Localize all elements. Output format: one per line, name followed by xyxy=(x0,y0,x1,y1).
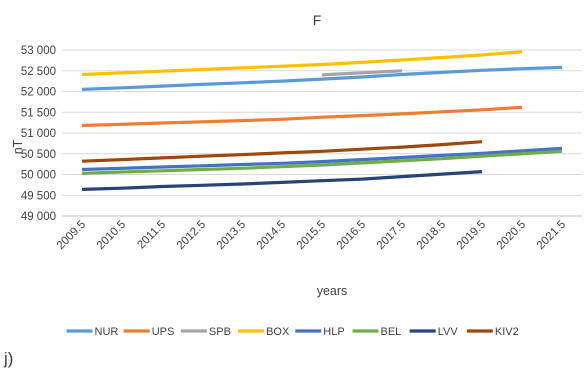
x-tick-label: 2010.5 xyxy=(95,219,128,252)
series-line-lvv xyxy=(81,170,483,191)
series-line-spb xyxy=(321,69,403,77)
y-tick-label: 53 000 xyxy=(21,45,56,57)
legend-label-box: BOX xyxy=(266,326,290,338)
x-tick-label: 2017.5 xyxy=(375,219,408,252)
x-tick-label: 2012.5 xyxy=(175,219,208,252)
y-tick-label: 49 000 xyxy=(21,211,56,223)
x-tick-label: 2011.5 xyxy=(135,219,168,252)
legend-label-kiv2: KIV2 xyxy=(495,326,519,338)
y-tick-label: 51 500 xyxy=(21,107,56,119)
series-line-bel xyxy=(81,149,563,175)
y-tick-label: 49 500 xyxy=(21,190,56,202)
legend-label-nur: NUR xyxy=(95,326,119,338)
series-line-nur xyxy=(81,65,563,91)
series-line-box xyxy=(81,50,523,77)
legend-label-lvv: LVV xyxy=(438,326,459,338)
x-tick-label: 2016.5 xyxy=(335,219,368,252)
x-tick-label: 2009.5 xyxy=(55,219,88,252)
y-tick-label: 52 000 xyxy=(21,87,56,99)
x-tick-label: 2018.5 xyxy=(415,219,448,252)
x-tick-label: 2019.5 xyxy=(455,219,488,252)
legend-label-ups: UPS xyxy=(152,326,175,338)
x-tick-label: 2014.5 xyxy=(255,219,288,252)
legend: NUR UPS SPB BOX HLP BEL LVV KIV2 xyxy=(66,326,519,338)
series-lines xyxy=(81,50,563,191)
legend-label-bel: BEL xyxy=(381,326,402,338)
x-tick-label: 2015.5 xyxy=(295,219,328,252)
y-axis-ticks: 49 000 49 500 50 000 50 500 51 000 51 500 52 0… xyxy=(21,45,56,223)
y-axis-title: nT xyxy=(11,139,25,154)
x-axis-title: years xyxy=(317,284,348,298)
x-tick-label: 2020.5 xyxy=(495,219,528,252)
y-tick-label: 51 000 xyxy=(21,128,56,140)
series-line-kiv2 xyxy=(81,140,483,163)
x-axis-ticks: 2009.5 2010.5 2011.5 2012.5 2013.5 2014.5 2015… xyxy=(55,219,568,252)
series-line-ups xyxy=(81,105,523,128)
panel-label: j) xyxy=(4,349,14,368)
legend-label-hlp: HLP xyxy=(323,326,344,338)
series-line-hlp xyxy=(81,146,563,172)
legend-label-spb: SPB xyxy=(209,326,231,338)
chart-title: F xyxy=(313,12,322,28)
x-tick-label: 2013.5 xyxy=(215,219,248,252)
y-tick-label: 50 000 xyxy=(21,170,56,182)
y-tick-label: 50 500 xyxy=(21,149,56,161)
x-tick-label: 2021.5 xyxy=(535,219,568,252)
y-tick-label: 52 500 xyxy=(21,66,56,78)
